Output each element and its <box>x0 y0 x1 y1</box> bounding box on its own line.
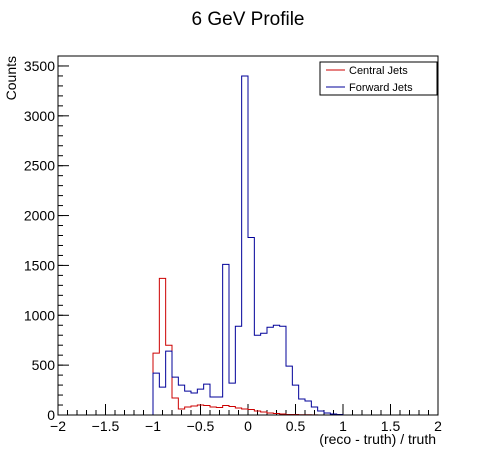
y-tick-label: 3000 <box>24 108 55 124</box>
x-tick-label: 1.5 <box>381 418 401 434</box>
x-axis: −2 −1.5 −1 −0.5 0 0.5 1 1.5 2 <box>50 404 442 434</box>
y-tick-label: 500 <box>32 357 56 373</box>
series-layer <box>152 75 344 416</box>
y-axis-title: Counts <box>3 56 19 100</box>
y-axis: 0 500 1000 1500 2000 2500 3000 3500 <box>24 55 69 423</box>
legend: Central Jets Forward Jets <box>319 61 438 96</box>
x-tick-label: 0.5 <box>286 418 306 434</box>
y-tick-label: 1000 <box>24 307 55 323</box>
legend-label-forward: Forward Jets <box>349 82 413 94</box>
x-tick-label: −2 <box>50 418 66 434</box>
series-line-central-jets <box>152 277 343 416</box>
x-axis-title: (reco - truth) / truth <box>319 431 436 447</box>
chart-title: 6 GeV Profile <box>192 9 305 30</box>
y-tick-label: 3500 <box>24 58 55 74</box>
y-tick-label: 2000 <box>24 208 55 224</box>
plot-frame <box>57 55 439 416</box>
y-tick-label: 1500 <box>24 257 55 273</box>
x-tick-label: −1 <box>145 418 161 434</box>
x-tick-label: 0 <box>244 418 252 434</box>
legend-box <box>319 61 438 96</box>
x-tick-label: −0.5 <box>187 418 215 434</box>
legend-label-central: Central Jets <box>349 65 408 77</box>
x-tick-label: 1 <box>339 418 347 434</box>
x-tick-label: −1.5 <box>92 418 120 434</box>
y-tick-label: 2500 <box>24 158 55 174</box>
x-tick-label: 2 <box>434 418 442 434</box>
series-line-forward-jets <box>152 75 344 415</box>
y-tick-label: 0 <box>47 407 55 423</box>
